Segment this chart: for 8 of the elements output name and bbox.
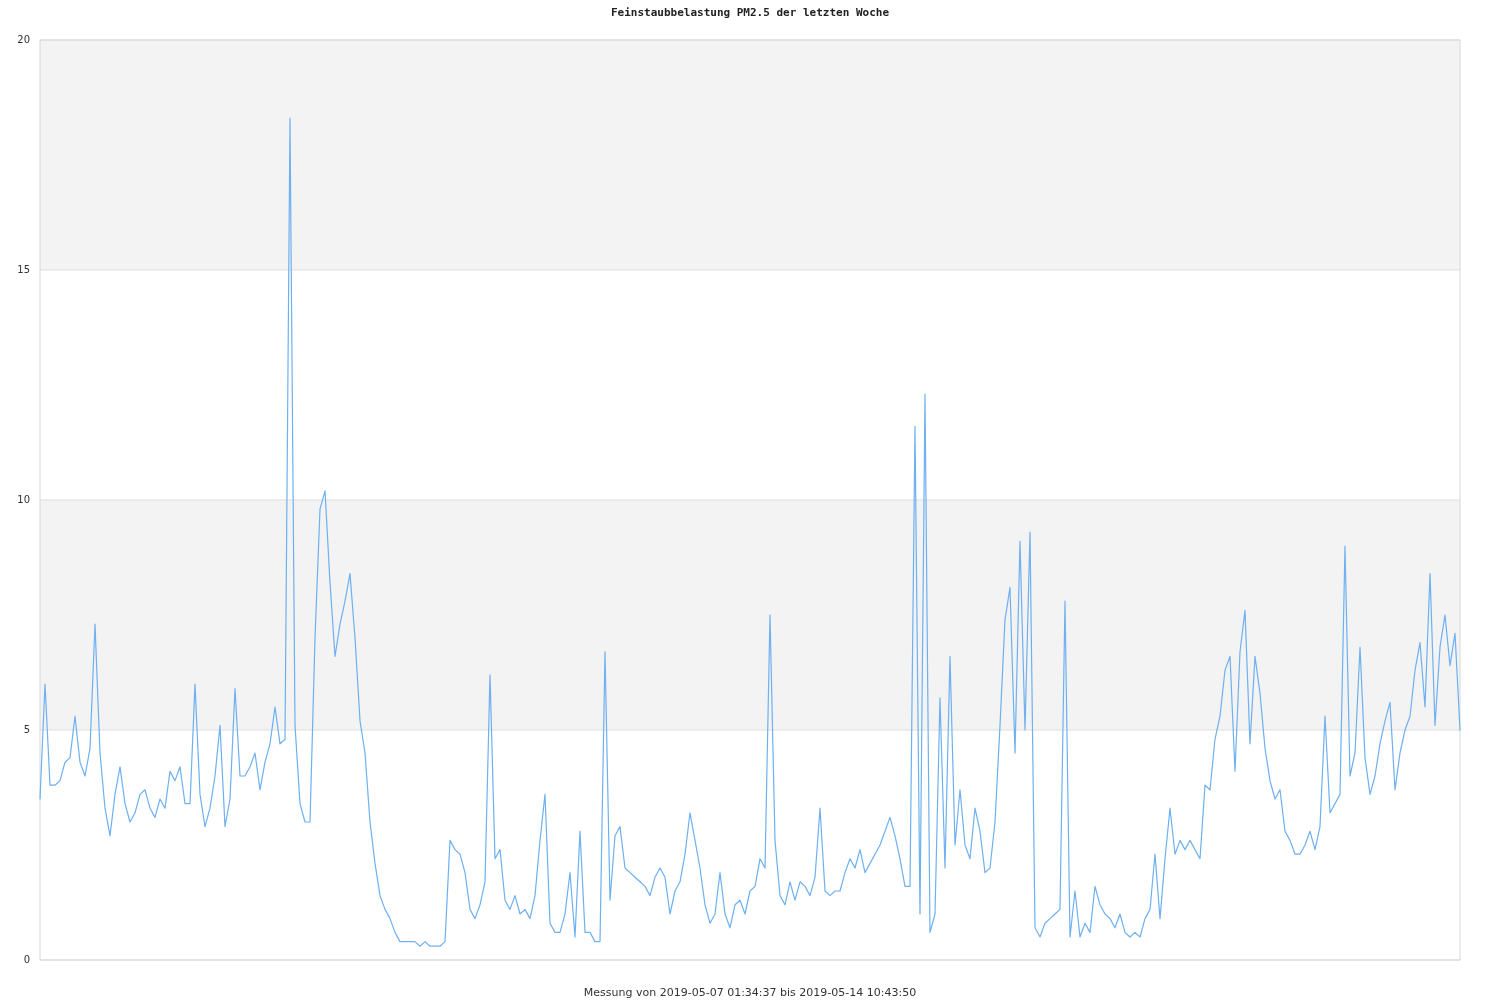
y-tick-label: 20 xyxy=(17,34,30,45)
y-tick-label: 5 xyxy=(23,724,30,735)
chart-title: Feinstaubbelastung PM2.5 der letzten Woche xyxy=(610,6,890,19)
x-axis-title: Messung von 2019-05-07 01:34:37 bis 2019-05-14 10:43:50 xyxy=(583,986,917,999)
line-series xyxy=(39,117,1461,947)
y-tick-label: 10 xyxy=(17,494,30,505)
y-tick-label: 15 xyxy=(17,264,30,275)
y-tick-label: 0 xyxy=(23,954,30,965)
